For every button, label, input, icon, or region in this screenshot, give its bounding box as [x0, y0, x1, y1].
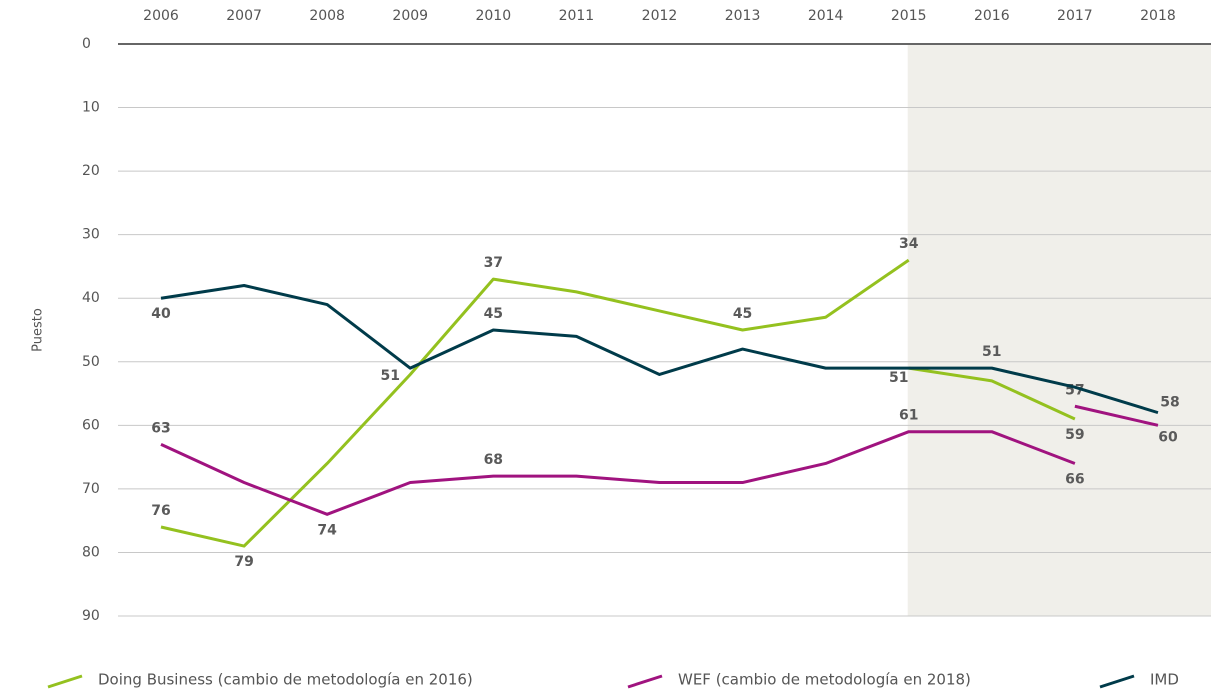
data-label: 51 [982, 344, 1001, 360]
x-tick-label: 2016 [974, 8, 1010, 24]
legend-swatch [1099, 674, 1135, 689]
y-tick-label: 40 [82, 290, 100, 306]
data-label: 40 [151, 306, 171, 322]
x-tick-label: 2006 [143, 8, 179, 24]
x-tick-label: 2010 [475, 8, 511, 24]
y-tick-label: 20 [82, 163, 100, 179]
y-axis-label: Puesto [31, 308, 46, 352]
data-label: 45 [484, 306, 503, 322]
y-tick-label: 0 [82, 36, 91, 52]
x-tick-label: 2011 [559, 8, 595, 24]
data-label: 74 [317, 522, 337, 538]
data-label: 58 [1160, 395, 1179, 411]
data-label: 34 [899, 236, 919, 252]
x-tick-label: 2013 [725, 8, 761, 24]
y-tick-label: 10 [82, 100, 100, 116]
x-tick-label: 2015 [891, 8, 927, 24]
legend-label: WEF (cambio de metodología en 2018) [678, 671, 971, 689]
y-tick-label: 60 [82, 417, 100, 433]
data-label: 60 [1158, 429, 1178, 445]
x-tick-label: 2018 [1140, 8, 1176, 24]
y-tick-label: 90 [82, 608, 100, 624]
shaded-region [907, 44, 1211, 616]
series-line [908, 366, 1076, 421]
data-label: 37 [484, 255, 503, 271]
series-line [160, 430, 1076, 516]
series-line [160, 258, 910, 548]
series-line [160, 284, 1159, 415]
data-label: 68 [484, 452, 503, 468]
x-tick-label: 2014 [808, 8, 844, 24]
x-tick-label: 2012 [642, 8, 678, 24]
legend-label: Doing Business (cambio de metodología en… [98, 671, 473, 689]
y-tick-label: 30 [82, 227, 100, 243]
x-tick-label: 2007 [226, 8, 262, 24]
data-label: 61 [899, 408, 918, 424]
legend-swatch [627, 674, 663, 689]
series-line [1074, 404, 1159, 427]
data-label: 63 [151, 420, 170, 436]
y-tick-label: 50 [82, 354, 100, 370]
data-label: 79 [234, 554, 253, 570]
x-tick-label: 2008 [309, 8, 345, 24]
data-label: 66 [1065, 471, 1084, 487]
data-label: 59 [1065, 427, 1084, 443]
y-tick-label: 80 [82, 544, 100, 560]
legend-swatch [47, 674, 83, 689]
x-tick-label: 2017 [1057, 8, 1093, 24]
x-tick-label: 2009 [392, 8, 428, 24]
data-label: 45 [733, 306, 752, 322]
data-label: 51 [889, 370, 908, 386]
y-tick-label: 70 [82, 481, 100, 497]
legend-label: IMD [1150, 671, 1179, 689]
data-label: 51 [380, 368, 399, 384]
data-label: 76 [151, 503, 170, 519]
